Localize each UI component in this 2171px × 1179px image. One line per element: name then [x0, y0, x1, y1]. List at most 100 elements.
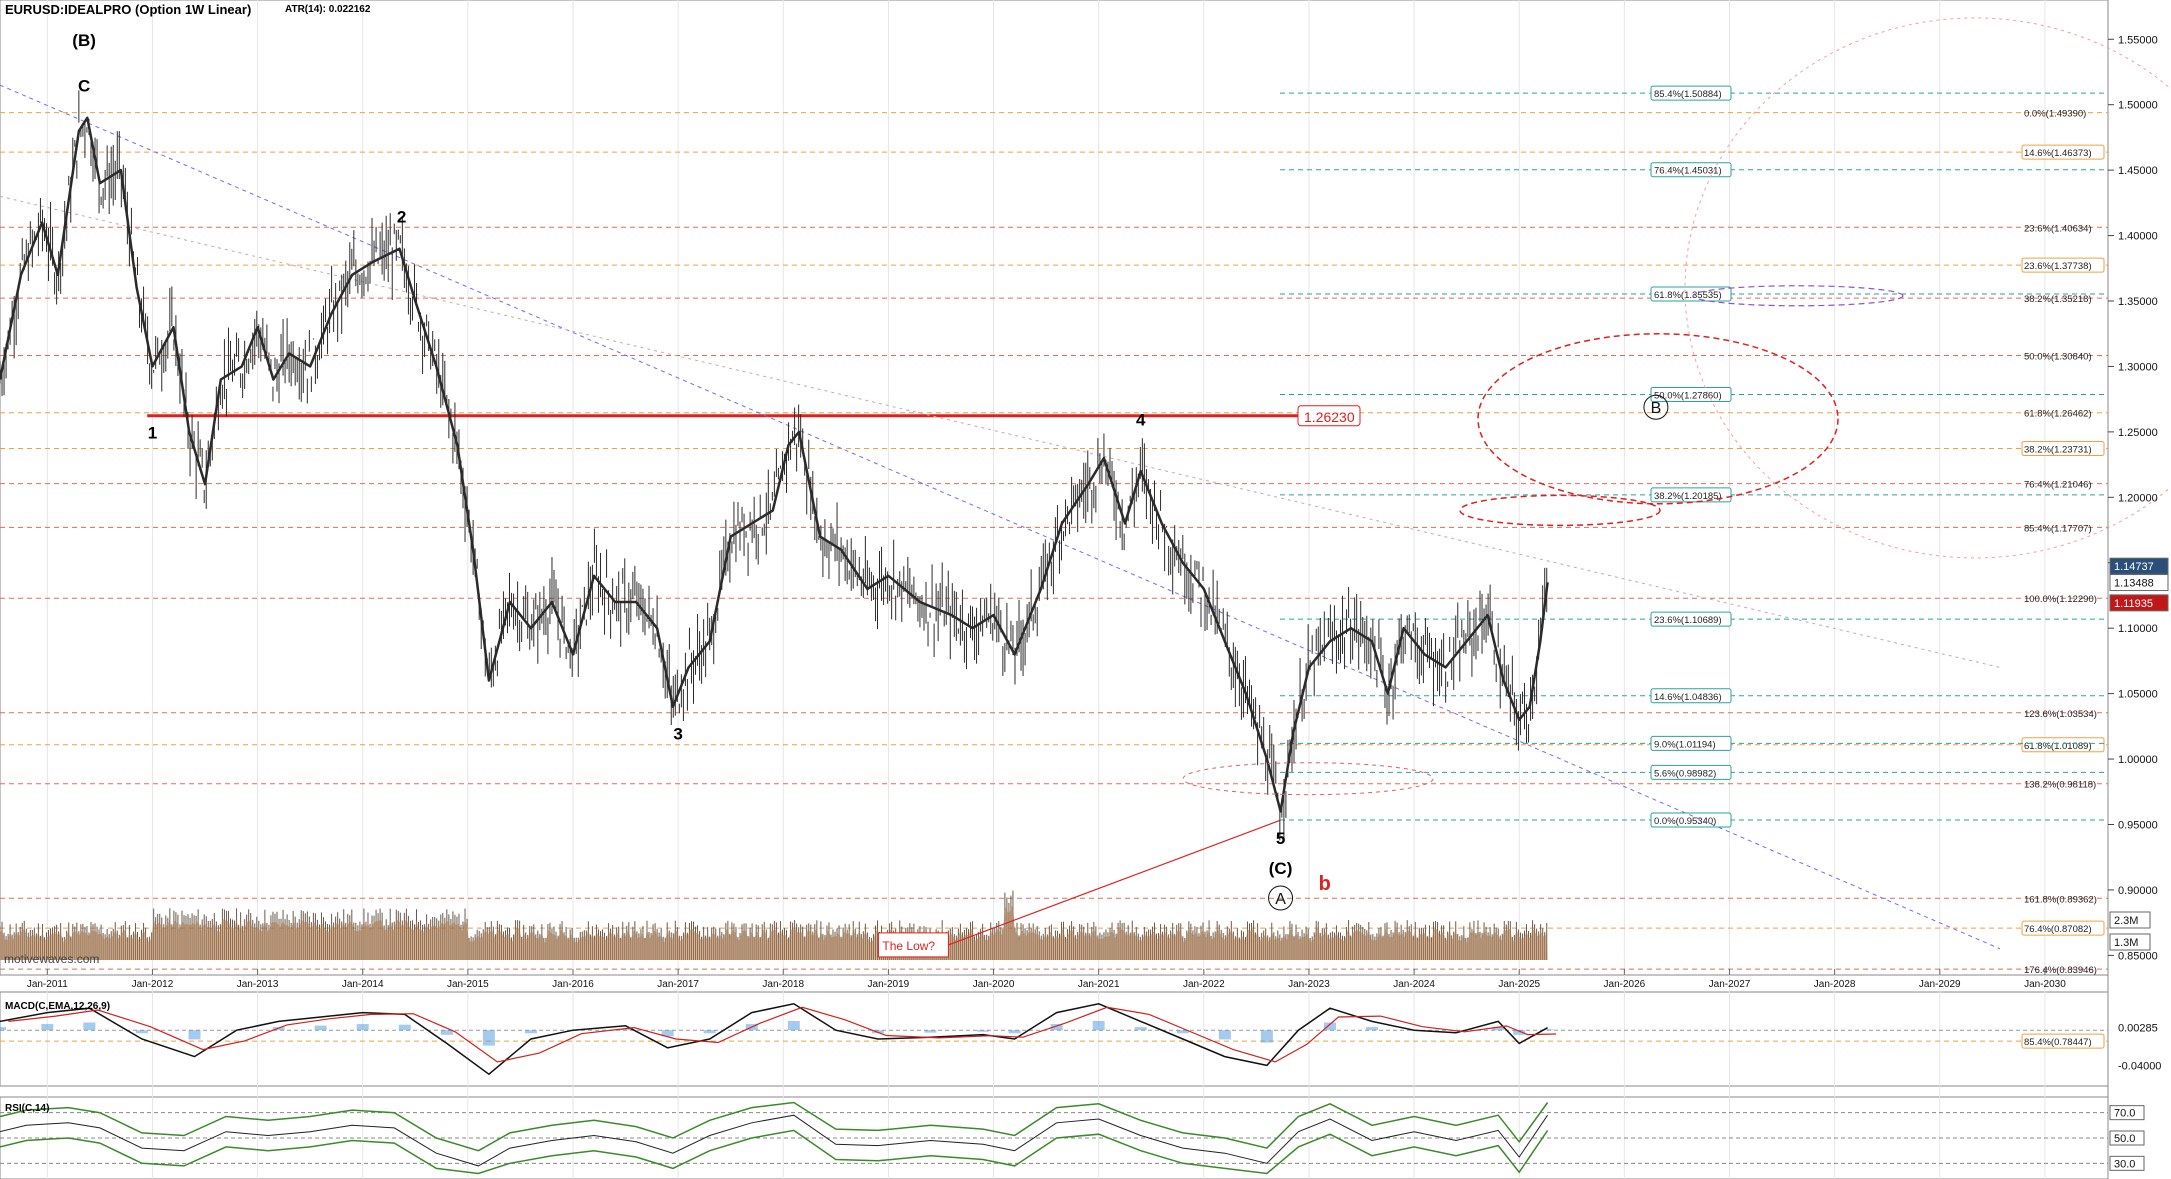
rsi-tick-box — [2109, 1155, 2145, 1171]
watermark: motivewaves.com — [4, 952, 99, 966]
rsi-lower-band — [0, 1129, 1549, 1175]
macd-histogram-bar — [1134, 1027, 1147, 1031]
fib-level-label: 85.4%(1.17707) — [2024, 523, 2092, 534]
price-tick-label: 1.35000 — [2118, 296, 2158, 308]
macd-histogram-bar — [0, 1027, 6, 1031]
fib-level-label: 23.6%(1.40634) — [2024, 223, 2092, 234]
macd-histogram-bar — [1513, 1030, 1526, 1035]
rsi-tick-label: 70.0 — [2114, 1108, 2135, 1120]
time-tick-label: Jan-2030 — [2024, 979, 2066, 990]
annotation-pointer — [948, 820, 1280, 946]
price-tick-label: 1.25000 — [2118, 427, 2158, 439]
chart-title: EURUSD:IDEALPRO (Option 1W Linear) — [5, 2, 251, 17]
macd-histogram-bar — [524, 1030, 537, 1034]
wave-label: 2 — [397, 207, 406, 226]
price-tag-label: 1.13488 — [2114, 578, 2154, 590]
teal-fib-label: 61.8%(1.35535) — [1654, 290, 1722, 301]
fib-level-box — [2021, 1033, 2105, 1049]
wave-label: B — [1651, 400, 1662, 417]
wave-label: b — [1319, 873, 1331, 895]
teal-fib-label: 38.2%(1.20185) — [1654, 491, 1722, 502]
macd-histogram-bar — [1492, 1027, 1505, 1031]
macd-histogram-bar — [1008, 1030, 1021, 1034]
price-tick-label: 0.95000 — [2118, 819, 2158, 831]
macd-histogram-bar — [1092, 1020, 1105, 1031]
fib-level-label: 23.6%(1.37738) — [2024, 261, 2092, 272]
time-tick-label: Jan-2028 — [1814, 979, 1856, 990]
fib-level-label: 38.2%(1.35218) — [2024, 294, 2092, 305]
wave-label: 5 — [1276, 829, 1285, 848]
price-tag — [2109, 594, 2169, 612]
macd-histogram-bar — [787, 1020, 800, 1031]
macd-histogram-bar — [398, 1024, 411, 1031]
price-series-line — [0, 116, 1549, 813]
teal-fib-box — [1650, 764, 1732, 780]
time-tick-label: Jan-2012 — [132, 979, 174, 990]
annotation-box — [877, 932, 949, 958]
fib-level-label: 50.0%(1.30840) — [2024, 351, 2092, 362]
price-tick-label: 1.00000 — [2118, 754, 2158, 766]
macd-histogram-bar — [924, 1030, 937, 1033]
macd-tick-label: -0.04000 — [2118, 1060, 2161, 1072]
volume-tag-label: 2.3M — [2114, 915, 2138, 927]
teal-fib-box — [1650, 688, 1732, 704]
price-tick-label: 1.30000 — [2118, 361, 2158, 373]
price-tag — [2109, 574, 2169, 592]
time-tick-label: Jan-2019 — [868, 979, 910, 990]
time-tick-label: Jan-2017 — [657, 979, 699, 990]
rsi-upper-band — [0, 1101, 1549, 1152]
wave-label: (B) — [72, 31, 96, 50]
annotation-text: The Low? — [882, 939, 935, 953]
fib-level-box — [2021, 920, 2105, 936]
teal-fib-box — [1650, 735, 1732, 751]
rsi-tick-label: 30.0 — [2114, 1158, 2135, 1170]
fib-level-label: 38.2%(1.23731) — [2024, 444, 2092, 455]
price-tag-label: 1.14737 — [2114, 561, 2154, 573]
wave-label: 3 — [673, 724, 682, 743]
target-ellipse — [1692, 285, 1904, 307]
volume-area — [0, 904, 1548, 960]
price-tick-label: 1.55000 — [2118, 34, 2158, 46]
macd-histogram-bar — [1541, 1029, 1554, 1031]
fib-level-label: 138.2%(0.98118) — [2024, 780, 2096, 791]
time-tick-label: Jan-2015 — [447, 979, 489, 990]
time-tick-label: Jan-2025 — [1498, 979, 1540, 990]
macd-histogram-bar — [188, 1030, 201, 1040]
time-tick-label: Jan-2024 — [1393, 979, 1435, 990]
price-tick-label: 0.90000 — [2118, 885, 2158, 897]
macd-histogram-bar — [1050, 1024, 1063, 1031]
macd-tick-label: 0.00285 — [2118, 1023, 2158, 1035]
fib-level-label: 161.8%(0.89362) — [2024, 894, 2097, 905]
volume-tag — [2109, 911, 2151, 929]
macd-histogram-bar — [1366, 1027, 1379, 1031]
teal-fib-box — [1650, 386, 1732, 402]
macd-histogram-bar — [314, 1025, 327, 1031]
rsi-line — [0, 1114, 1549, 1167]
price-tick-label: 0.85000 — [2118, 950, 2158, 962]
wave-label: C — [78, 77, 90, 96]
macd-histogram-bar — [1260, 1030, 1273, 1043]
teal-fib-box — [1650, 611, 1732, 627]
price-tick-label: 1.05000 — [2118, 689, 2158, 701]
fib-level-box — [2021, 257, 2105, 273]
low-ellipse — [1182, 762, 1434, 796]
teal-fib-box — [1650, 85, 1732, 101]
key-level-box — [1297, 405, 1361, 427]
macd-line — [0, 1003, 1548, 1076]
wave-label: (C) — [1269, 859, 1293, 878]
macd-histogram-bar — [661, 1030, 674, 1037]
teal-fib-box — [1650, 812, 1732, 828]
macd-histogram-bar — [482, 1030, 495, 1046]
time-tick-label: Jan-2013 — [237, 979, 279, 990]
wave-label: 4 — [1136, 410, 1146, 429]
macd-histogram-bar — [135, 1030, 148, 1034]
fib-level-label: 176.4%(0.83946) — [2024, 965, 2097, 976]
macd-title: MACD(C,EMA,12,26,9) — [5, 1001, 110, 1012]
rsi-tick-label: 50.0 — [2114, 1133, 2135, 1145]
time-tick-label: Jan-2018 — [762, 979, 804, 990]
time-tick-label: Jan-2022 — [1183, 979, 1225, 990]
time-tick-label: Jan-2014 — [342, 979, 384, 990]
fib-level-box — [2021, 440, 2105, 456]
wave-label: A — [1275, 891, 1286, 908]
time-tick-label: Jan-2021 — [1078, 979, 1120, 990]
